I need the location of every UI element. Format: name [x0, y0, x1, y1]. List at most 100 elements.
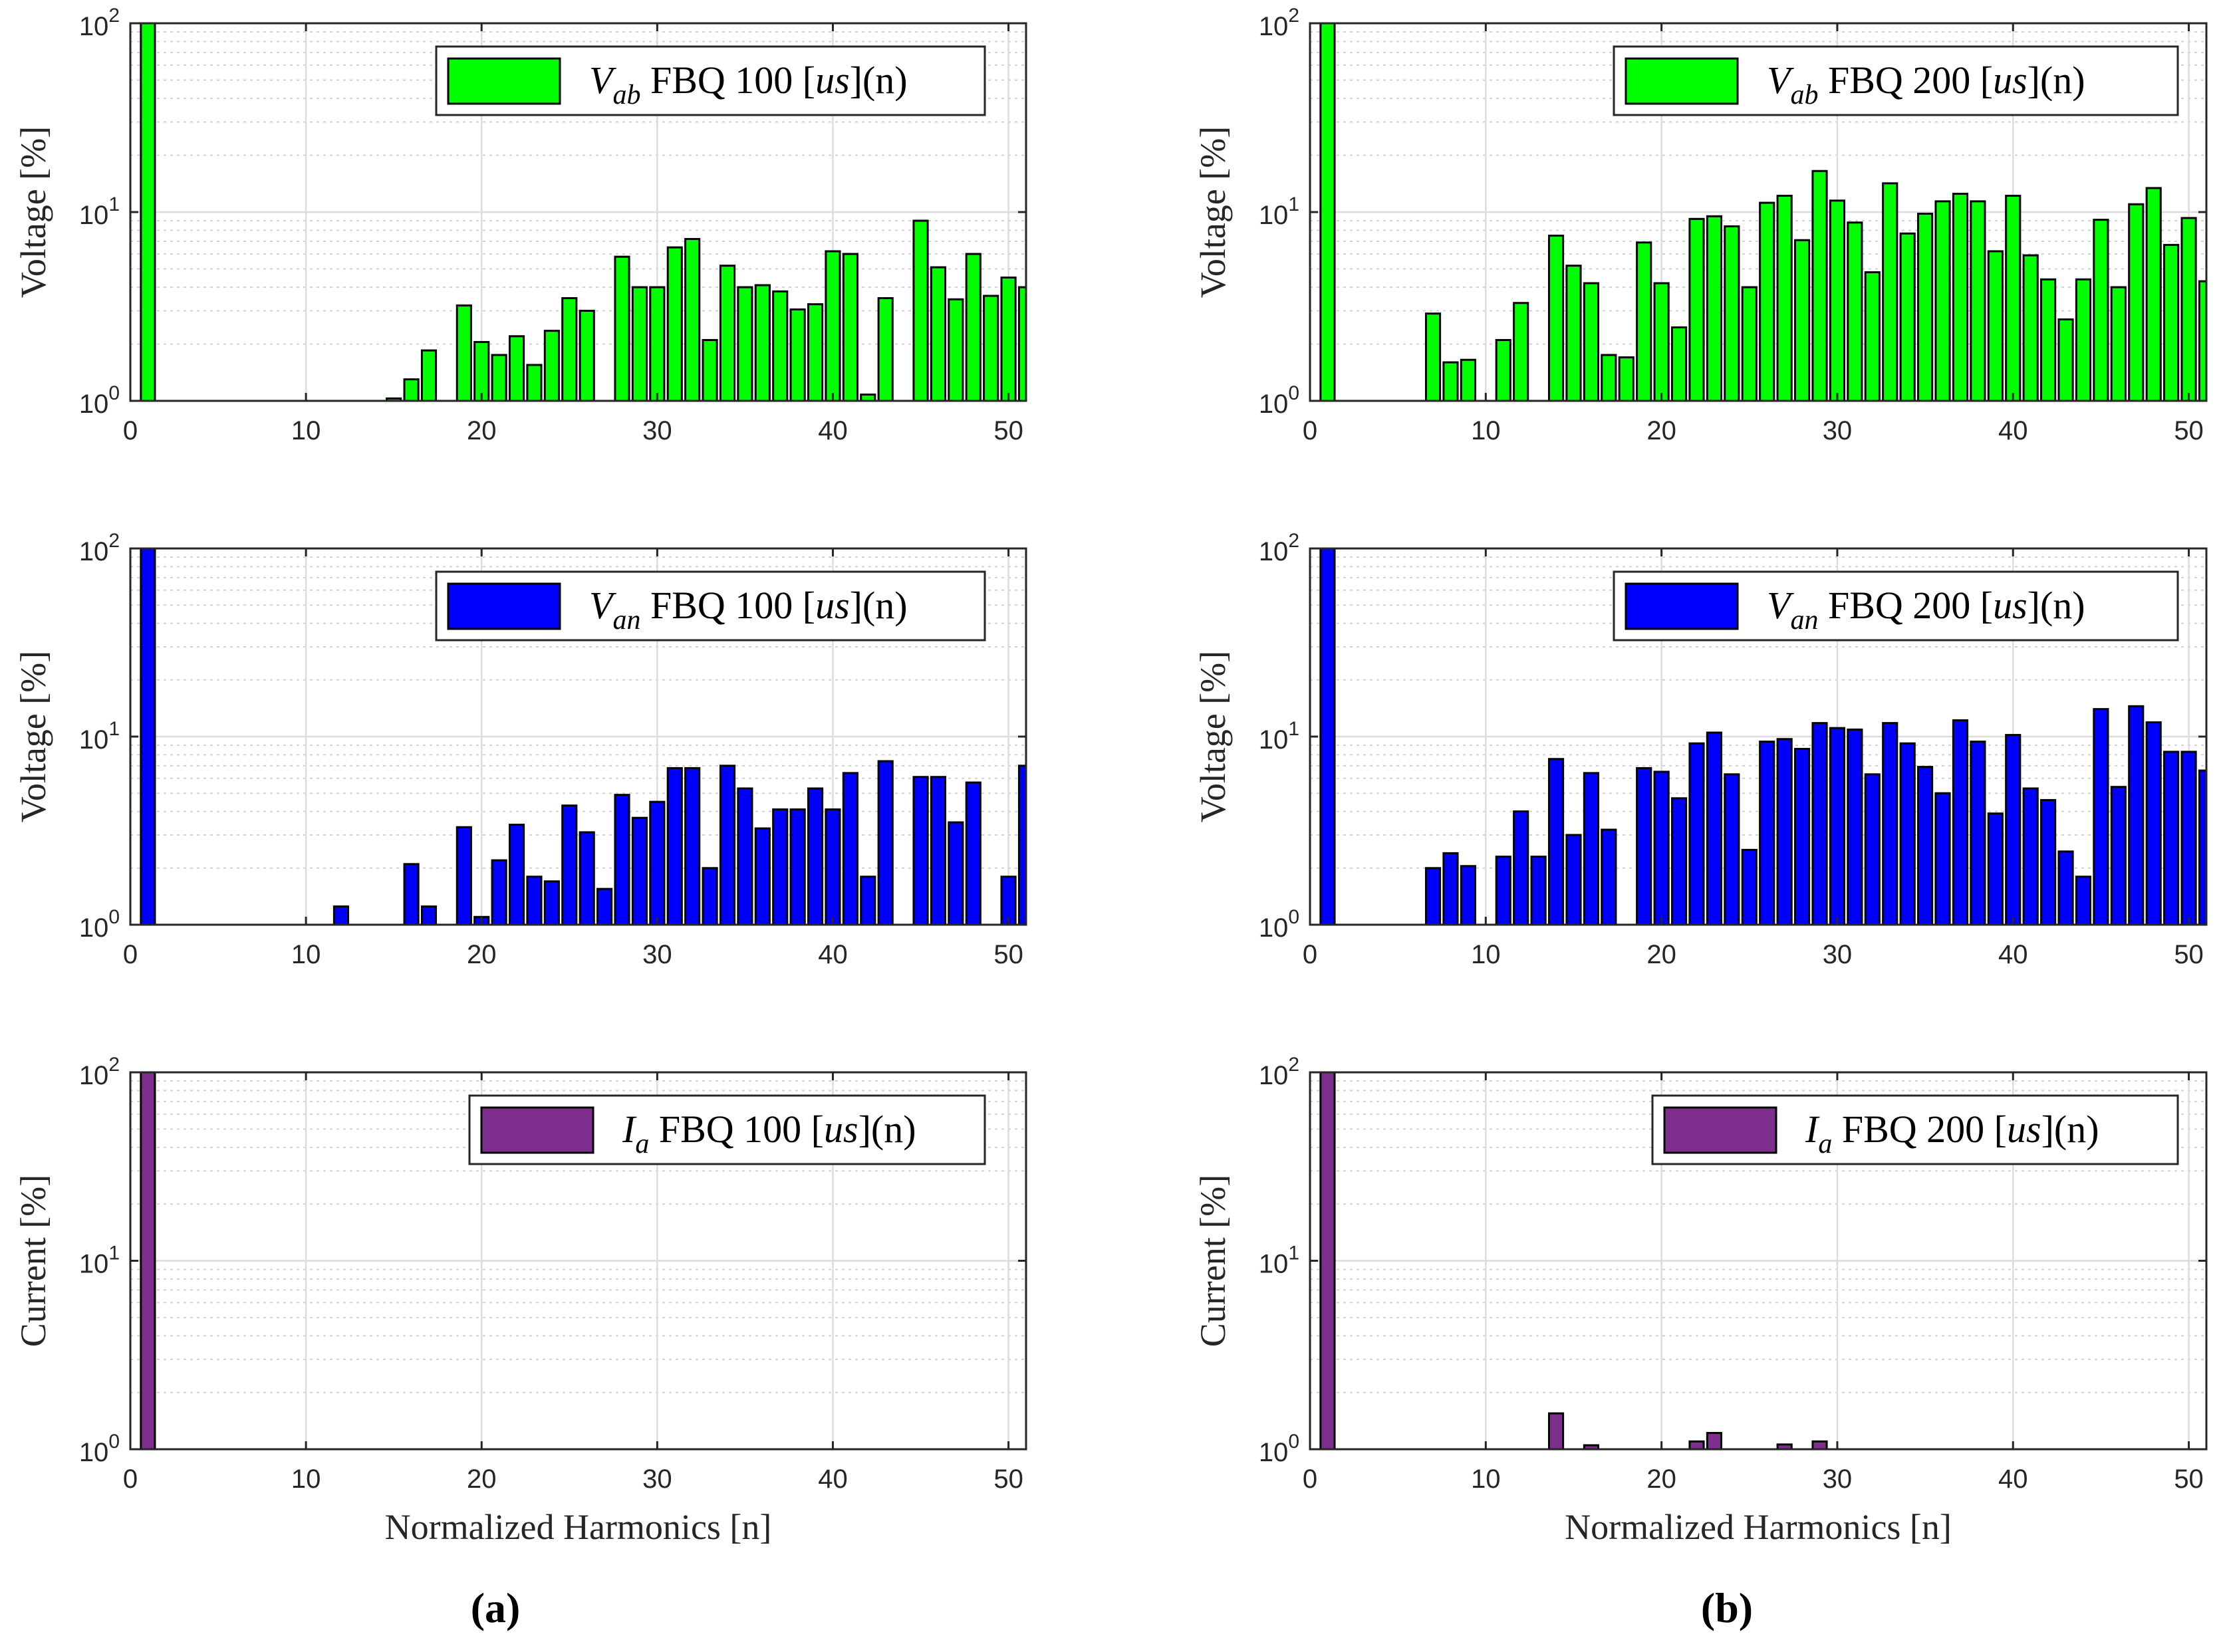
bar: [543, 330, 560, 402]
y-tick-exponent: 2: [1288, 530, 1299, 552]
bar: [1017, 765, 1027, 926]
x-tick-label: 30: [642, 416, 672, 445]
legend-subscript: an: [1790, 605, 1818, 636]
bar: [1017, 286, 1027, 402]
legend: Vab FBQ 200 [us](n): [1613, 45, 2179, 116]
bar: [332, 905, 350, 926]
y-tick-label: 101: [1259, 718, 1299, 755]
y-tick-base: 10: [1259, 390, 1289, 419]
bar: [825, 250, 841, 402]
y-tick-base: 10: [79, 1061, 109, 1090]
bar: [456, 304, 472, 402]
legend: Ia FBQ 200 [us](n): [1651, 1094, 2179, 1165]
bar: [1759, 201, 1775, 402]
bar: [807, 787, 824, 926]
y-axis-label: Voltage [%]: [13, 126, 53, 298]
bar: [2110, 286, 2127, 402]
x-tick-label: 40: [818, 416, 848, 445]
y-axis-label: Current [%]: [1193, 1175, 1233, 1347]
x-tick-label: 30: [1823, 416, 1853, 445]
bar: [2057, 318, 2074, 402]
y-tick-base: 10: [79, 1438, 109, 1467]
bar: [1759, 741, 1775, 926]
bar: [1565, 265, 1582, 402]
bar: [2145, 721, 2162, 926]
bar: [1424, 867, 1442, 926]
legend-tail: ](n): [2027, 584, 2085, 627]
bar: [2093, 708, 2109, 926]
y-tick-exponent: 0: [1288, 1431, 1299, 1453]
legend-unit: us: [1993, 59, 2027, 102]
x-tick-label: 20: [467, 416, 497, 445]
y-axis-label-text: Voltage [%]: [1193, 651, 1233, 822]
bar: [2075, 278, 2092, 402]
x-tick-label: 20: [1646, 940, 1676, 969]
bar: [1495, 338, 1511, 402]
bar: [1618, 356, 1635, 402]
x-tick-label: 10: [1471, 940, 1501, 969]
bar: [1513, 302, 1529, 402]
bar: [1319, 1071, 1336, 1451]
legend-swatch: [447, 582, 561, 630]
bar: [596, 887, 613, 926]
legend-swatch: [447, 57, 561, 105]
bar: [702, 338, 718, 402]
x-tick-label: 40: [818, 940, 848, 969]
bar: [1882, 182, 1898, 402]
x-tick-label: 40: [1998, 1465, 2028, 1494]
legend-swatch: [1625, 57, 1739, 105]
legend-text: FBQ 200 [: [1818, 59, 1993, 102]
bar: [2005, 194, 2022, 402]
x-axis-label: Normalized Harmonics [n]: [1565, 1507, 1952, 1547]
bar: [1513, 810, 1529, 926]
x-tick-label: 10: [1471, 1465, 1501, 1494]
y-axis-label-text: Voltage [%]: [13, 126, 53, 298]
bar: [842, 253, 858, 402]
y-tick-label: 101: [79, 718, 120, 755]
bar: [1547, 234, 1565, 402]
y-tick-label: 102: [79, 530, 120, 566]
y-axis-label: Voltage [%]: [1193, 126, 1233, 298]
bar: [2180, 751, 2197, 926]
bar: [579, 831, 595, 926]
legend-tail: ](n): [858, 1108, 916, 1151]
x-tick-label: 50: [993, 1465, 1023, 1494]
bar: [1952, 192, 1969, 402]
bar: [702, 867, 718, 926]
y-tick-base: 10: [1259, 1438, 1289, 1467]
bar: [491, 859, 507, 926]
y-tick-exponent: 0: [1288, 382, 1299, 404]
legend-subscript: a: [1818, 1129, 1832, 1159]
bar: [772, 290, 789, 402]
bar: [2128, 705, 2145, 926]
x-tick-label: 10: [291, 1465, 321, 1494]
legend-subscript: ab: [612, 80, 640, 110]
bar: [1776, 738, 1793, 926]
bar-series: [140, 22, 1027, 402]
legend-text: FBQ 100 [: [649, 1108, 824, 1151]
bar: [1987, 250, 2004, 402]
legend-tail: ](n): [850, 584, 908, 627]
bar: [140, 22, 156, 402]
bar-series: [140, 1071, 156, 1451]
panel-caption-b: (b): [1701, 1584, 1753, 1631]
bar: [543, 880, 560, 926]
bar: [1864, 271, 1881, 402]
bar: [912, 219, 929, 402]
y-tick-label: 100: [79, 906, 120, 943]
bar: [2110, 786, 2127, 926]
x-tick-label: 20: [1646, 416, 1676, 445]
x-axis-label: Normalized Harmonics [n]: [385, 1507, 772, 1547]
x-tick-label: 50: [2174, 940, 2204, 969]
bar: [772, 808, 789, 926]
y-tick-base: 10: [1259, 537, 1289, 566]
bar: [1899, 742, 1916, 926]
legend-unit: us: [1993, 584, 2027, 627]
x-tick-label: 0: [1303, 1465, 1317, 1494]
y-tick-exponent: 2: [108, 530, 120, 552]
bar: [1688, 217, 1705, 402]
y-tick-base: 10: [1259, 1250, 1289, 1279]
bar: [1741, 286, 1758, 402]
